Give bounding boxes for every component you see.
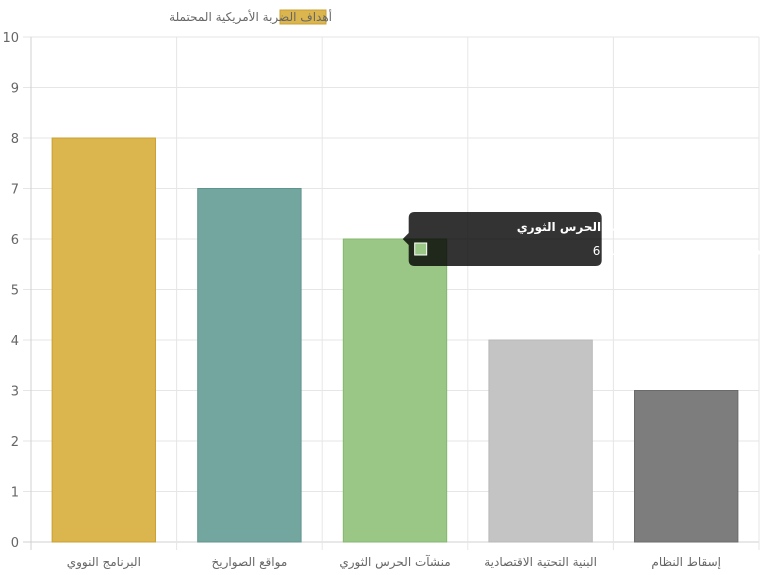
legend[interactable]: أهداف الضربة الأمريكية المحتملة: [169, 9, 332, 25]
x-tick-label: منشآت الحرس الثوري: [339, 554, 450, 570]
bar[interactable]: [197, 188, 302, 543]
tooltip-title: منشآت الحرس الثوري: [517, 219, 647, 235]
y-tick-label: 9: [11, 82, 19, 97]
y-tick-label: 3: [11, 385, 19, 400]
bar[interactable]: [51, 137, 156, 543]
y-tick-label: 5: [11, 284, 19, 299]
tooltip-background: [402, 212, 602, 266]
legend-swatch: [279, 9, 327, 25]
y-tick-label: 4: [11, 334, 19, 349]
x-axis: البرنامج النووي مواقع الصواريخ منشآت الحرس…: [67, 554, 721, 570]
x-tick-label: إسقاط النظام: [651, 555, 721, 569]
x-tick-label: البنية التحتية الاقتصادية: [484, 555, 597, 569]
y-tick-label: 0: [11, 536, 19, 551]
bar[interactable]: [634, 390, 739, 543]
y-axis: 0 1 2 3 4 5 6 7 8 9 10: [2, 31, 19, 551]
y-tick-label: 1: [11, 486, 19, 501]
y-tick-label: 6: [11, 233, 19, 248]
y-tick-label: 2: [11, 435, 19, 450]
bar[interactable]: [488, 339, 593, 543]
y-tick-label: 8: [11, 132, 19, 147]
bar[interactable]: [342, 238, 448, 543]
tooltip: منشآت الحرس الثوري أهداف الضربة الأمريكي…: [402, 212, 760, 266]
y-tick-label: 7: [11, 183, 19, 198]
y-tick-label: 10: [2, 31, 19, 46]
tooltip-label: أهداف الضربة الأمريكية المحتملة: 6: [593, 243, 760, 259]
x-tick-label: مواقع الصواريخ: [212, 555, 288, 570]
legend-label: أهداف الضربة الأمريكية المحتملة: [169, 9, 332, 25]
tooltip-swatch: [414, 242, 428, 256]
x-tick-label: البرنامج النووي: [67, 555, 141, 570]
bars: [51, 137, 739, 543]
